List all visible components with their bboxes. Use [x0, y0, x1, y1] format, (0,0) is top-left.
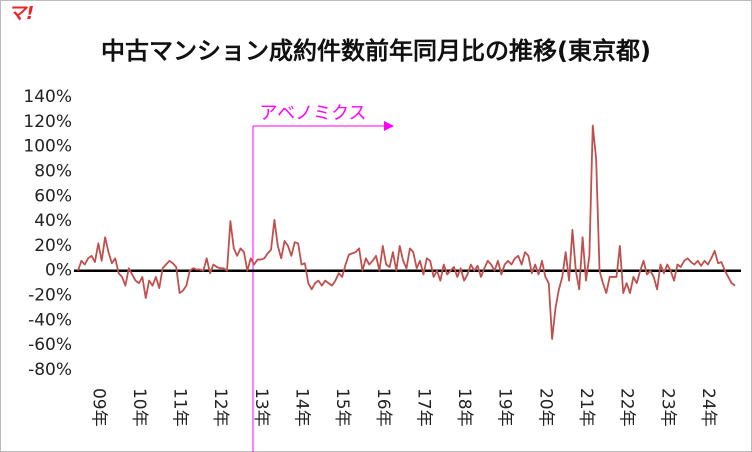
x-tick-label: 17年: [413, 388, 433, 427]
x-tick-label: 23年: [657, 388, 677, 427]
y-tick-label: 20%: [34, 236, 72, 256]
arrow-head: [384, 121, 394, 131]
data-line: [77, 124, 736, 340]
y-tick-label: 100%: [23, 137, 72, 157]
chart-title: 中古マンション成約件数前年同月比の推移(東京都): [101, 37, 651, 65]
x-tick-label: 10年: [129, 388, 149, 427]
x-tick-label: 16年: [373, 388, 393, 427]
y-tick-label: -60%: [28, 335, 72, 355]
x-tick-label: 19年: [495, 388, 515, 427]
y-tick-label: 40%: [34, 211, 72, 231]
x-tick-label: 09年: [88, 388, 108, 427]
y-tick-label: 140%: [23, 87, 72, 107]
annotation: アベノミクス: [259, 103, 366, 124]
y-tick-label: 60%: [34, 186, 72, 206]
y-tick-label: -40%: [28, 310, 72, 330]
x-tick-label: 21年: [576, 388, 596, 427]
x-tick-label: 15年: [332, 388, 352, 427]
x-tick-label: 24年: [698, 388, 718, 427]
x-tick-label: 12年: [210, 388, 230, 427]
y-tick-label: 80%: [34, 161, 72, 181]
x-tick-label: 18年: [454, 388, 474, 427]
y-tick-label: 0%: [45, 261, 72, 281]
y-tick-label: -20%: [28, 286, 72, 306]
x-tick-label: 14年: [292, 388, 312, 427]
x-tick-label: 13年: [251, 388, 271, 427]
y-tick-label: 120%: [23, 112, 72, 132]
x-tick-label: 11年: [170, 388, 190, 427]
y-tick-label: -80%: [28, 360, 72, 380]
x-tick-label: 20年: [535, 388, 555, 427]
x-tick-label: 22年: [617, 388, 637, 427]
logo: マ!: [8, 3, 34, 24]
